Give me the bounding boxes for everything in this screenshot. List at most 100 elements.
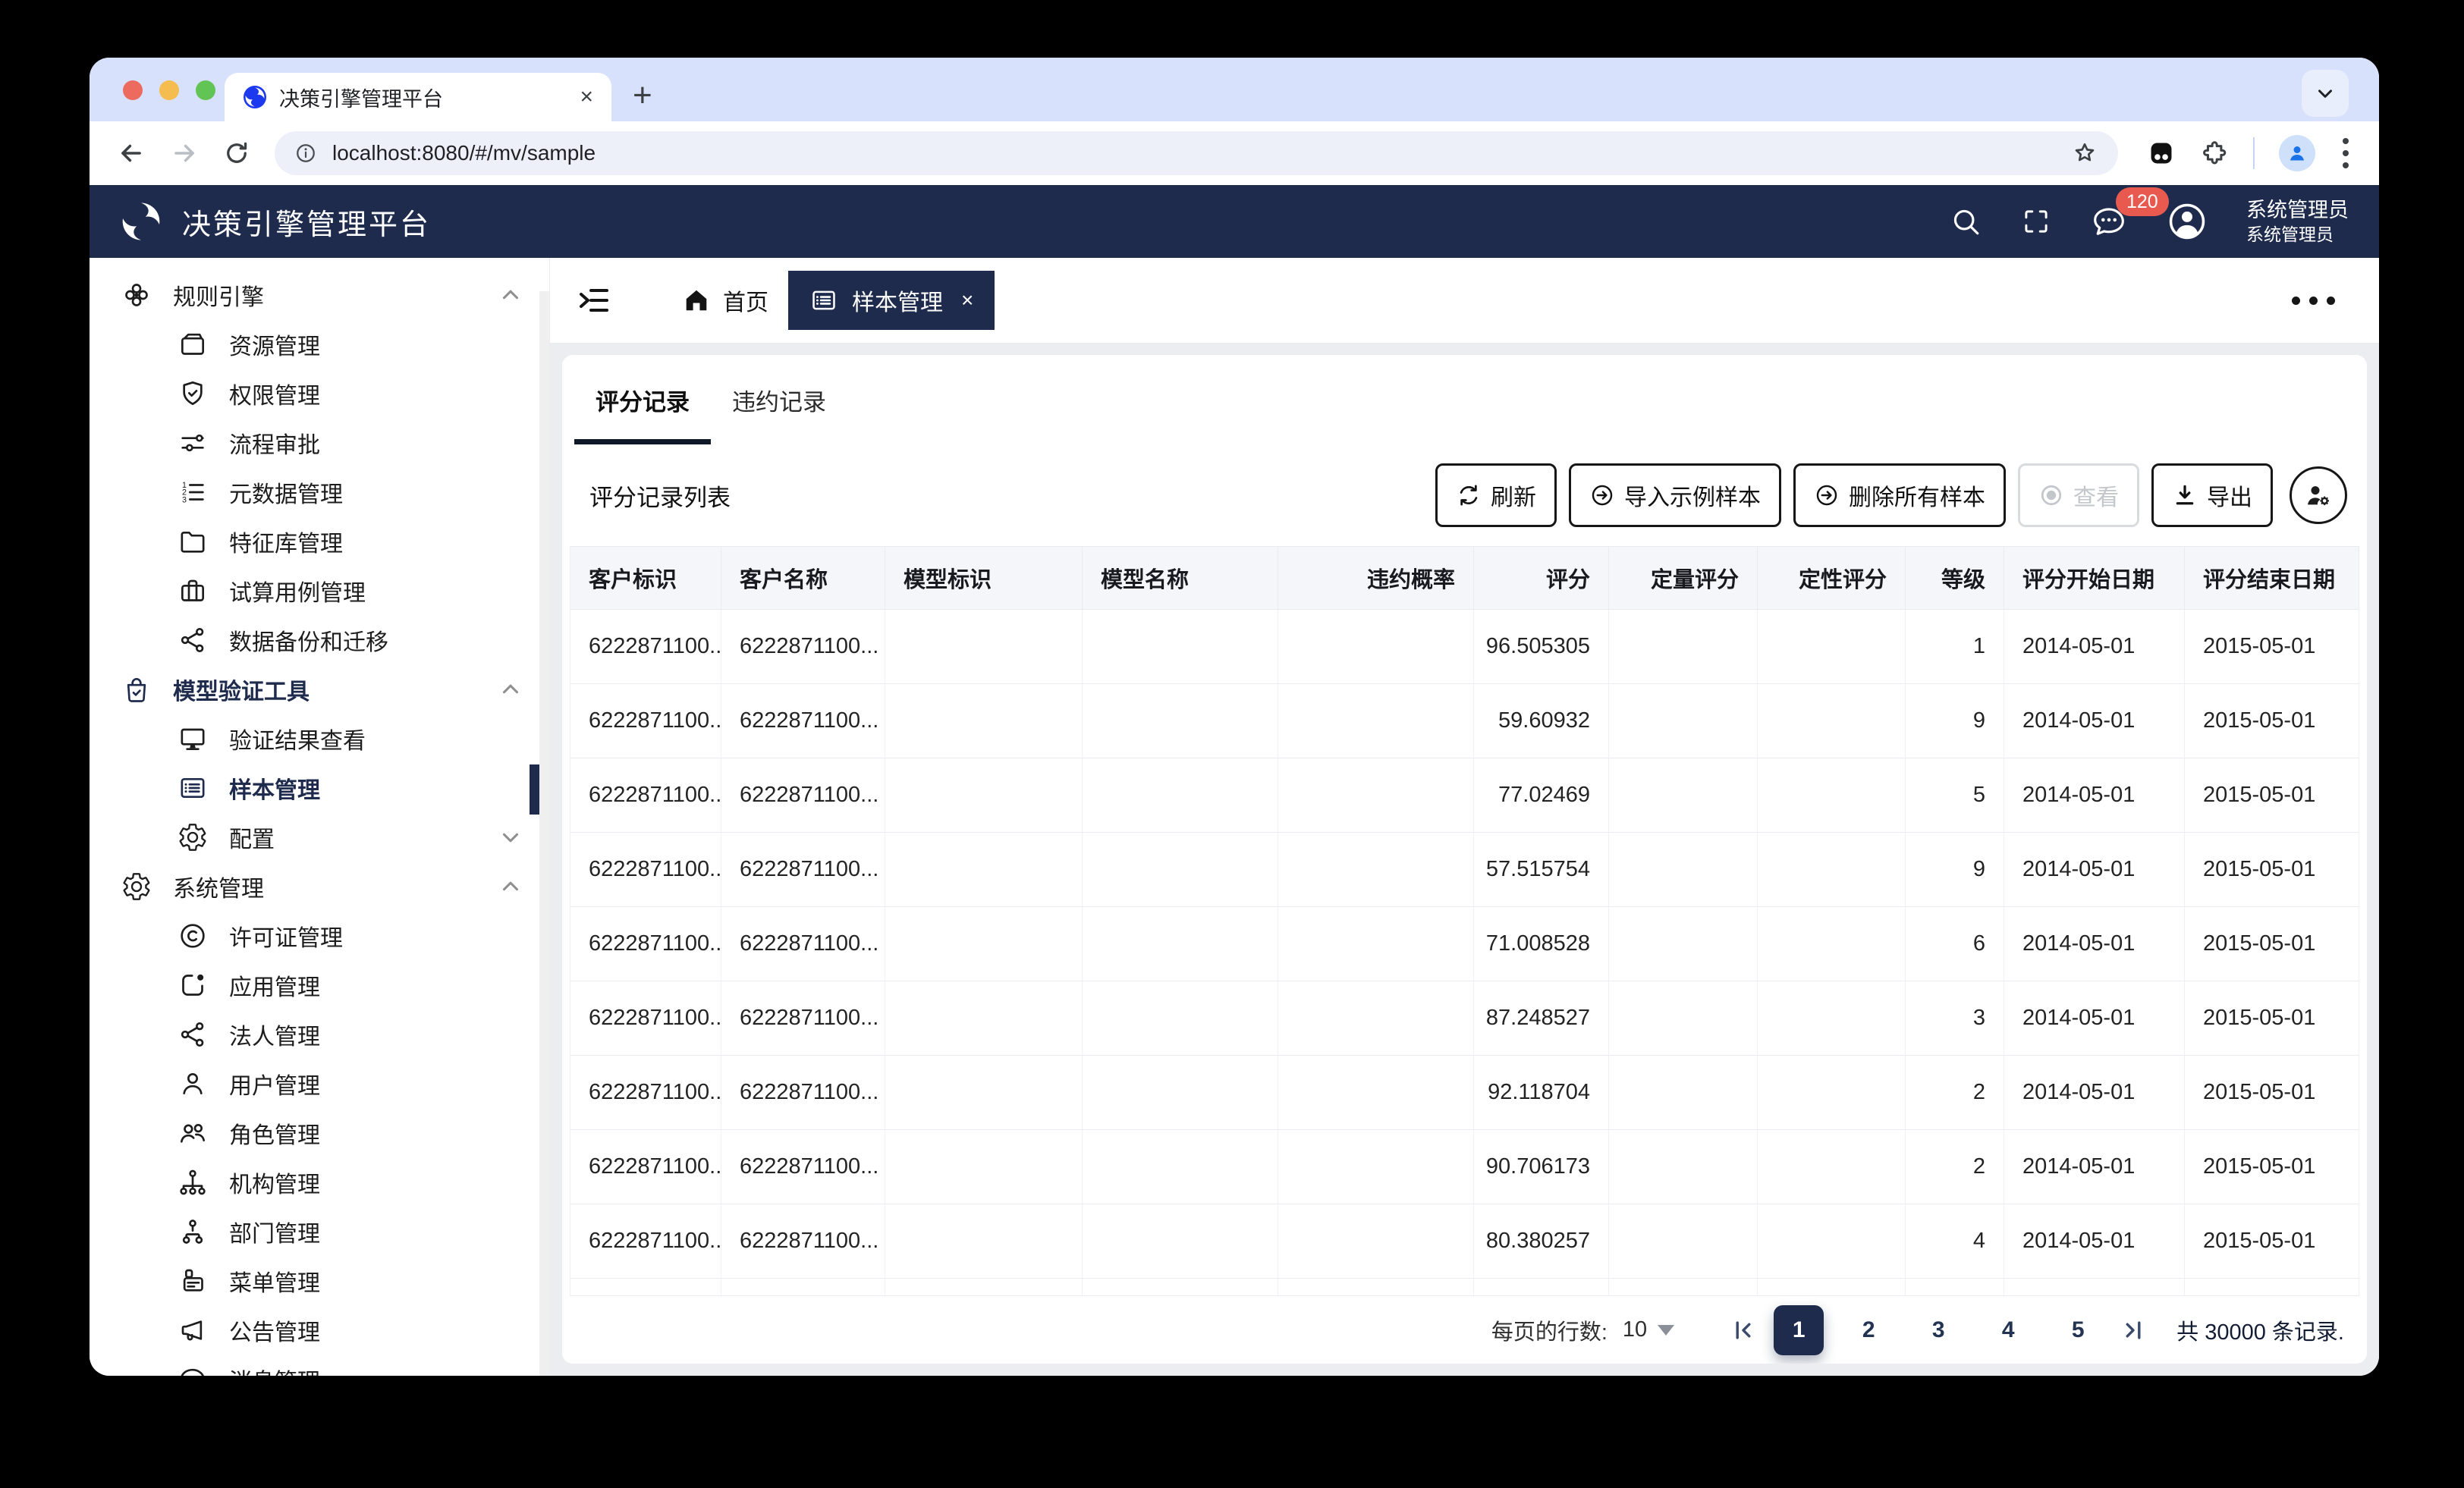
sidebar-item[interactable]: 配置 <box>90 812 549 862</box>
sidebar-item[interactable]: 样本管理 <box>90 763 549 812</box>
column-header[interactable]: 评分开始日期 <box>2004 547 2185 609</box>
table-row[interactable]: 6222871100... 6222871100... 80.380257 4 2014… <box>570 1204 2359 1279</box>
toolbar-button[interactable]: 刷新 <box>1435 463 1557 527</box>
page-tab-close-icon[interactable]: × <box>961 288 974 312</box>
sidebar-item[interactable]: 验证结果查看 <box>90 714 549 763</box>
browser-profile-avatar[interactable] <box>2279 135 2315 171</box>
search-icon[interactable] <box>1949 205 1982 238</box>
browser-tab[interactable]: 决策引擎管理平台 × <box>225 73 611 121</box>
sidebar-item[interactable]: 公告管理 <box>90 1305 549 1355</box>
new-tab-button[interactable]: + <box>633 77 652 114</box>
notifications-button[interactable]: 120 <box>2090 187 2169 240</box>
toolbar-button[interactable]: 导入示例样本 <box>1569 463 1781 527</box>
reload-icon[interactable] <box>223 140 250 167</box>
table-row[interactable]: 6222871100... 6222871100... 96.505305 1 2014… <box>570 610 2359 684</box>
sidebar-item[interactable]: 机构管理 <box>90 1157 549 1207</box>
more-menu-icon[interactable] <box>2284 289 2343 312</box>
table-row[interactable]: 6222871100... 6222871100... 92.118704 2 2014… <box>570 1056 2359 1130</box>
tab-close-icon[interactable]: × <box>580 84 593 109</box>
chevron-up-icon[interactable] <box>498 677 523 702</box>
page-number[interactable]: 4 <box>2001 1317 2015 1342</box>
toolbar-button[interactable]: 删除所有样本 <box>1793 463 2006 527</box>
rows-per-page-select[interactable]: 10 <box>1623 1317 1675 1342</box>
column-header[interactable]: 客户标识 <box>570 547 721 609</box>
extension-app-icon[interactable] <box>2147 139 2176 168</box>
sidebar-item[interactable]: 用户管理 <box>90 1059 549 1108</box>
url-field[interactable]: localhost:8080/#/mv/sample <box>275 131 2118 175</box>
sidebar-item[interactable]: 菜单管理 <box>90 1256 549 1305</box>
sidebar-item[interactable]: 部门管理 <box>90 1207 549 1256</box>
table-cell: 77.02469 <box>1474 758 1609 832</box>
page-tab-active[interactable]: 样本管理 × <box>788 271 995 330</box>
page-number[interactable]: 5 <box>2071 1317 2085 1342</box>
fullscreen-icon[interactable] <box>2020 206 2052 237</box>
sidebar-item[interactable]: 角色管理 <box>90 1108 549 1157</box>
sidebar-item[interactable]: 许可证管理 <box>90 911 549 960</box>
close-window-button[interactable] <box>123 80 143 100</box>
toolbar-button[interactable]: 导出 <box>2151 463 2273 527</box>
sidebar-item[interactable]: 资源管理 <box>90 319 549 369</box>
window-controls <box>123 80 215 100</box>
sidebar-item[interactable]: 流程审批 <box>90 418 549 467</box>
sidebar-section[interactable]: 系统管理 <box>90 862 549 911</box>
record-tab[interactable]: 评分记录 <box>574 355 711 444</box>
column-header[interactable]: 评分 <box>1474 547 1609 609</box>
table-row[interactable]: 6222871100... 6222871100... 59.60932 9 2014-… <box>570 684 2359 758</box>
table-row[interactable]: 6222871100... 6222871100... 77.02469 5 2014-… <box>570 758 2359 833</box>
sidebar-item[interactable]: 特征库管理 <box>90 516 549 566</box>
breadcrumb-home[interactable]: 首页 <box>682 284 768 317</box>
minimize-window-button[interactable] <box>159 80 179 100</box>
table-cell <box>1083 1279 1278 1295</box>
table-cell: 2014-05-01 <box>2004 1056 2185 1129</box>
toolbar-button[interactable]: 查看 <box>2018 463 2139 527</box>
chevron-up-icon[interactable] <box>498 874 523 899</box>
sidebar-scrollbar[interactable] <box>539 291 549 1376</box>
column-header[interactable]: 违约概率 <box>1278 547 1474 609</box>
page-number[interactable]: 2 <box>1862 1317 1875 1342</box>
table-cell: 6 <box>1906 907 2004 981</box>
back-icon[interactable] <box>117 139 146 168</box>
maximize-window-button[interactable] <box>196 80 215 100</box>
record-tab[interactable]: 违约记录 <box>732 388 826 416</box>
column-header[interactable]: 等级 <box>1906 547 2004 609</box>
first-page-button[interactable] <box>1730 1317 1756 1343</box>
column-header[interactable]: 模型名称 <box>1083 547 1278 609</box>
chevron-down-icon[interactable] <box>498 824 523 850</box>
user-avatar-icon[interactable] <box>2166 200 2208 243</box>
sidebar-item[interactable]: 权限管理 <box>90 369 549 418</box>
column-header[interactable]: 模型标识 <box>885 547 1083 609</box>
column-header[interactable]: 定量评分 <box>1609 547 1758 609</box>
forward-icon[interactable] <box>170 139 199 168</box>
tab-search-chevron-button[interactable] <box>2302 70 2349 117</box>
table-row[interactable]: 6222871100... 6222871100... 71.008528 6 2014… <box>570 907 2359 981</box>
column-header[interactable]: 定性评分 <box>1758 547 1906 609</box>
site-info-icon[interactable] <box>294 142 317 165</box>
sidebar-item[interactable]: 消息管理 <box>90 1355 549 1376</box>
column-header[interactable]: 客户名称 <box>721 547 885 609</box>
sidebar-item[interactable]: 试算用例管理 <box>90 566 549 615</box>
page-number-active[interactable]: 1 <box>1774 1304 1824 1355</box>
url-text[interactable]: localhost:8080/#/mv/sample <box>332 141 596 165</box>
sidebar-section[interactable]: 模型验证工具 <box>90 664 549 714</box>
extensions-puzzle-icon[interactable] <box>2200 139 2229 168</box>
table-cell: 2014-05-01 <box>2004 758 2185 832</box>
table-row[interactable]: 6222871100... 6222871100... 87.248527 3 2014… <box>570 981 2359 1056</box>
column-settings-button[interactable] <box>2290 466 2347 524</box>
table-row[interactable]: 6222871100... 6222871100... 90.706173 2 2014… <box>570 1130 2359 1204</box>
browser-menu-kebab-icon[interactable] <box>2340 135 2352 171</box>
sidebar-item[interactable]: 数据备份和迁移 <box>90 615 549 664</box>
table-row[interactable]: 6222871100... 6222871100... 57.515754 9 2014… <box>570 833 2359 907</box>
user-info[interactable]: 系统管理员 系统管理员 <box>2246 198 2349 246</box>
page-number[interactable]: 3 <box>1931 1317 1945 1342</box>
sidebar-item[interactable]: 法人管理 <box>90 1009 549 1059</box>
table-cell <box>1278 907 1474 981</box>
column-header[interactable]: 评分结束日期 <box>2185 547 2359 609</box>
sidebar-section[interactable]: 规则引擎 <box>90 270 549 319</box>
chevron-up-icon[interactable] <box>498 282 523 308</box>
collapse-sidebar-icon[interactable] <box>576 282 612 319</box>
sidebar-item[interactable]: 应用管理 <box>90 960 549 1009</box>
last-page-button[interactable] <box>2120 1317 2146 1343</box>
diagram-icon <box>176 1215 209 1248</box>
bookmark-star-icon[interactable] <box>2071 140 2098 167</box>
sidebar-item[interactable]: 1 2 3 元数据管理 <box>90 467 549 516</box>
